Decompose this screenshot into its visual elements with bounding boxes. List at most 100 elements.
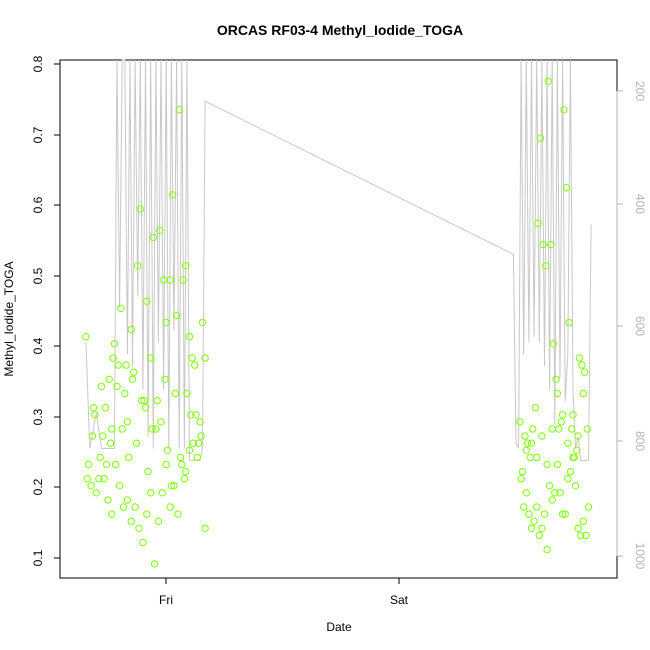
y-axis-title: Methyl_Iodide_TOGA	[2, 261, 16, 376]
data-point	[192, 411, 200, 419]
data-point	[156, 226, 164, 235]
data-point	[533, 453, 541, 462]
data-point	[117, 304, 125, 313]
data-point	[539, 240, 547, 249]
data-point	[558, 510, 567, 518]
data-point	[140, 396, 148, 405]
data-point	[99, 432, 107, 440]
data-point	[521, 432, 529, 440]
data-point	[101, 404, 110, 412]
y-tick: 0.1	[31, 549, 60, 566]
data-point	[561, 510, 569, 518]
data-point	[526, 453, 534, 462]
right-tick-label: 200	[633, 81, 647, 101]
data-point	[114, 361, 123, 369]
data-point	[162, 460, 170, 469]
chart-title: ORCAS RF03-4 Methyl_Iodide_TOGA	[217, 22, 463, 38]
data-point	[530, 517, 538, 525]
data-point	[566, 467, 575, 476]
data-point	[549, 340, 558, 348]
data-point	[139, 538, 147, 547]
data-point	[170, 482, 178, 490]
data-point	[548, 425, 556, 433]
y-tick-label: 0.4	[31, 337, 45, 354]
data-point	[134, 262, 142, 270]
data-point	[147, 489, 155, 497]
data-point	[158, 489, 167, 497]
data-point	[162, 318, 170, 327]
data-point	[538, 524, 546, 532]
data-point	[197, 432, 205, 440]
y-tick: 0.6	[31, 196, 60, 213]
data-point	[547, 240, 555, 249]
data-point	[144, 467, 152, 476]
data-point	[535, 531, 543, 540]
right-tick-label: 400	[633, 194, 647, 214]
data-point	[175, 106, 183, 114]
data-point	[123, 496, 132, 504]
data-point	[529, 425, 537, 433]
data-point	[102, 460, 111, 469]
right-tick: 400	[617, 194, 647, 214]
data-point	[577, 531, 585, 540]
y-tick-label: 0.2	[31, 478, 45, 495]
y-tick: 0.4	[31, 337, 60, 354]
y-tick-label: 0.7	[31, 126, 45, 143]
y-tick: 0.3	[31, 408, 60, 425]
data-point	[148, 425, 156, 433]
data-point	[149, 233, 158, 242]
data-point	[122, 361, 130, 369]
data-point	[543, 460, 551, 469]
data-point	[84, 460, 93, 469]
data-point	[196, 418, 204, 426]
data-point	[583, 425, 591, 433]
data-point	[90, 404, 98, 412]
data-point	[527, 524, 536, 532]
data-point	[188, 354, 196, 362]
data-point	[194, 439, 203, 447]
data-point	[553, 460, 562, 469]
data-point	[181, 467, 190, 476]
data-point	[520, 503, 528, 511]
data-point	[113, 382, 121, 391]
data-point	[517, 475, 525, 483]
data-point	[183, 389, 191, 398]
data-point	[557, 418, 565, 426]
data-point	[522, 446, 530, 454]
data-point	[522, 489, 530, 497]
data-point	[201, 524, 209, 532]
data-point	[169, 191, 177, 199]
y-tick: 0.7	[31, 126, 60, 143]
data-point	[568, 425, 576, 433]
data-points	[82, 77, 593, 568]
data-point	[125, 453, 133, 462]
data-point	[584, 503, 593, 511]
data-point	[123, 418, 132, 426]
data-point	[543, 545, 551, 554]
data-point	[178, 460, 186, 469]
data-point	[91, 411, 99, 419]
x-tick-label: Fri	[159, 593, 173, 607]
data-point	[579, 389, 587, 398]
data-point	[569, 411, 577, 419]
data-point	[523, 439, 532, 447]
data-point	[135, 524, 143, 532]
data-point	[95, 475, 103, 483]
data-point	[573, 446, 581, 454]
data-point	[176, 453, 185, 462]
data-point	[533, 503, 541, 511]
y-axis-right: 200 400 600 800 1000	[616, 81, 647, 570]
right-tick: 1000	[617, 543, 647, 570]
data-point	[132, 439, 141, 447]
data-point	[166, 503, 174, 511]
data-point	[189, 439, 198, 447]
data-point	[108, 425, 116, 433]
data-point	[193, 453, 202, 462]
data-point	[580, 368, 589, 376]
data-point	[538, 432, 546, 440]
data-point	[83, 475, 91, 483]
data-point	[110, 340, 119, 348]
data-point	[564, 475, 572, 483]
y-tick-label: 0.5	[31, 267, 45, 284]
